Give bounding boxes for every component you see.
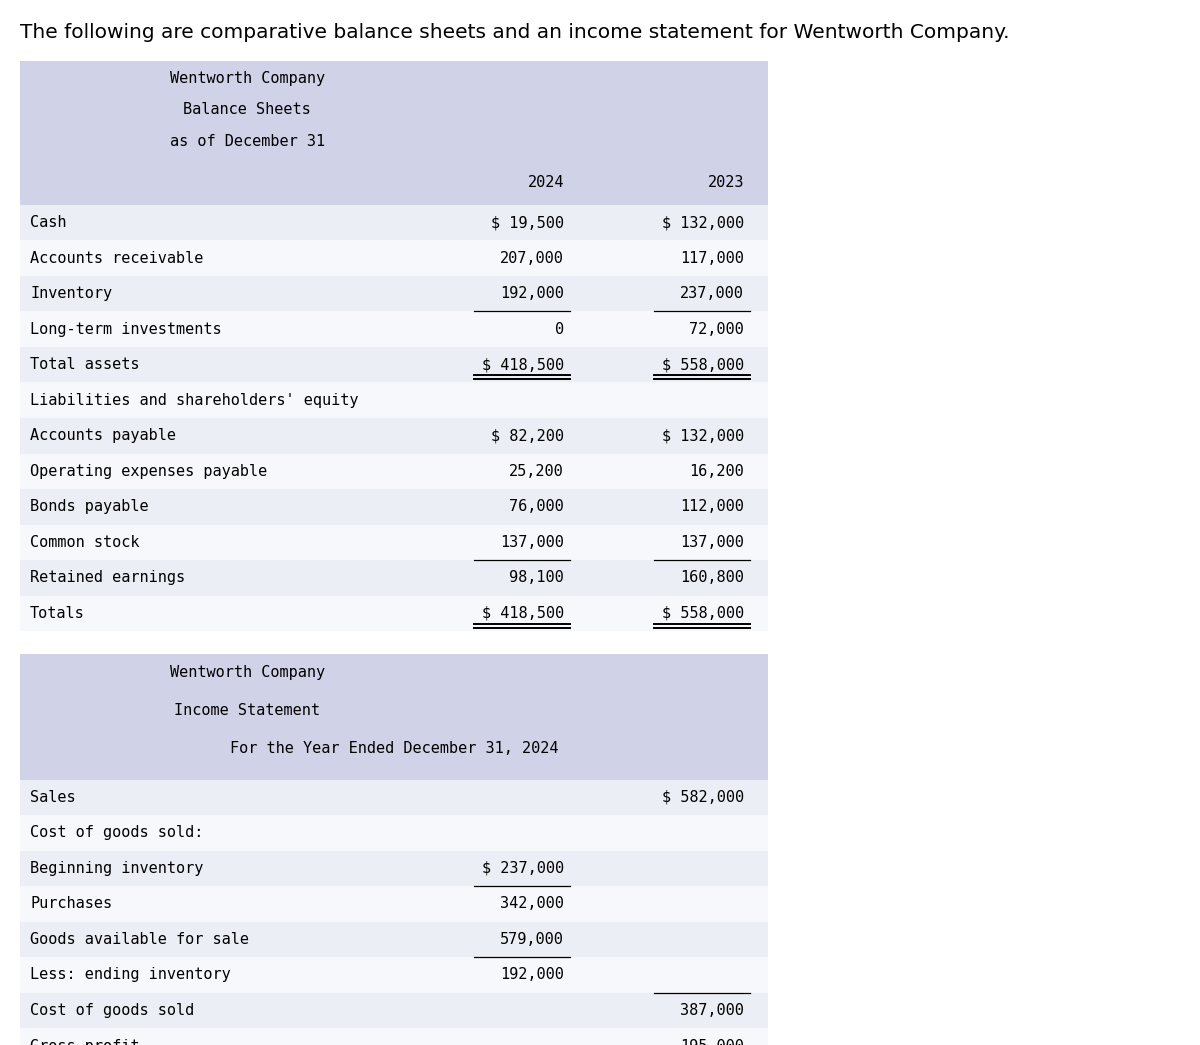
Bar: [20, 560, 768, 596]
Text: 98,100: 98,100: [509, 571, 564, 585]
Text: 387,000: 387,000: [680, 1003, 744, 1018]
Bar: [20, 454, 768, 489]
Text: 2023: 2023: [708, 176, 744, 190]
Bar: [20, 311, 768, 347]
Text: Long-term investments: Long-term investments: [30, 322, 222, 336]
Text: 137,000: 137,000: [500, 535, 564, 550]
Bar: [20, 418, 768, 454]
Text: Total assets: Total assets: [30, 357, 139, 372]
Text: $ 237,000: $ 237,000: [482, 861, 564, 876]
Text: 192,000: 192,000: [500, 968, 564, 982]
Text: Totals: Totals: [30, 606, 85, 621]
Bar: [20, 957, 768, 993]
Text: $ 558,000: $ 558,000: [662, 357, 744, 372]
Bar: [20, 851, 768, 886]
Text: $ 558,000: $ 558,000: [662, 606, 744, 621]
Text: as of December 31: as of December 31: [169, 134, 325, 148]
Text: 237,000: 237,000: [680, 286, 744, 301]
Text: Bonds payable: Bonds payable: [30, 500, 149, 514]
Text: 342,000: 342,000: [500, 897, 564, 911]
Text: $ 582,000: $ 582,000: [662, 790, 744, 805]
Text: Retained earnings: Retained earnings: [30, 571, 185, 585]
Bar: [20, 596, 768, 631]
Bar: [20, 347, 768, 382]
Text: 192,000: 192,000: [500, 286, 564, 301]
Text: 2024: 2024: [528, 176, 564, 190]
Bar: [20, 382, 768, 418]
Bar: [20, 993, 768, 1028]
Text: 579,000: 579,000: [500, 932, 564, 947]
Text: Income Statement: Income Statement: [174, 702, 320, 718]
Text: For the Year Ended December 31, 2024: For the Year Ended December 31, 2024: [230, 741, 558, 756]
Bar: [20, 489, 768, 525]
Text: 112,000: 112,000: [680, 500, 744, 514]
Bar: [20, 886, 768, 922]
Text: 72,000: 72,000: [689, 322, 744, 336]
Text: Wentworth Company: Wentworth Company: [169, 665, 325, 679]
Bar: [20, 815, 768, 851]
Text: Accounts payable: Accounts payable: [30, 428, 176, 443]
Bar: [20, 654, 768, 780]
Text: $ 132,000: $ 132,000: [662, 215, 744, 230]
Text: 25,200: 25,200: [509, 464, 564, 479]
Bar: [20, 276, 768, 311]
Text: $ 132,000: $ 132,000: [662, 428, 744, 443]
Text: Inventory: Inventory: [30, 286, 112, 301]
Text: Accounts receivable: Accounts receivable: [30, 251, 203, 265]
Text: Balance Sheets: Balance Sheets: [184, 102, 311, 117]
Bar: [20, 780, 768, 815]
Text: Wentworth Company: Wentworth Company: [169, 71, 325, 86]
Bar: [20, 1028, 768, 1045]
Bar: [20, 205, 768, 240]
Text: 0: 0: [554, 322, 564, 336]
Text: Gross profit: Gross profit: [30, 1039, 139, 1045]
Text: Common stock: Common stock: [30, 535, 139, 550]
Text: Beginning inventory: Beginning inventory: [30, 861, 203, 876]
Text: Less: ending inventory: Less: ending inventory: [30, 968, 230, 982]
Text: 76,000: 76,000: [509, 500, 564, 514]
Text: Goods available for sale: Goods available for sale: [30, 932, 250, 947]
Text: 160,800: 160,800: [680, 571, 744, 585]
Bar: [20, 240, 768, 276]
Bar: [20, 922, 768, 957]
Text: The following are comparative balance sheets and an income statement for Wentwor: The following are comparative balance sh…: [20, 23, 1010, 42]
Text: 207,000: 207,000: [500, 251, 564, 265]
Text: 117,000: 117,000: [680, 251, 744, 265]
Bar: [20, 525, 768, 560]
Text: $ 19,500: $ 19,500: [491, 215, 564, 230]
Text: 16,200: 16,200: [689, 464, 744, 479]
Text: Liabilities and shareholders' equity: Liabilities and shareholders' equity: [30, 393, 359, 408]
Text: 195,000: 195,000: [680, 1039, 744, 1045]
Text: Sales: Sales: [30, 790, 76, 805]
Text: Cash: Cash: [30, 215, 66, 230]
Text: Cost of goods sold: Cost of goods sold: [30, 1003, 194, 1018]
Text: Purchases: Purchases: [30, 897, 112, 911]
Bar: [20, 61, 768, 205]
Text: $ 82,200: $ 82,200: [491, 428, 564, 443]
Text: 137,000: 137,000: [680, 535, 744, 550]
Text: Operating expenses payable: Operating expenses payable: [30, 464, 268, 479]
Text: $ 418,500: $ 418,500: [482, 357, 564, 372]
Text: $ 418,500: $ 418,500: [482, 606, 564, 621]
Text: Cost of goods sold:: Cost of goods sold:: [30, 826, 203, 840]
